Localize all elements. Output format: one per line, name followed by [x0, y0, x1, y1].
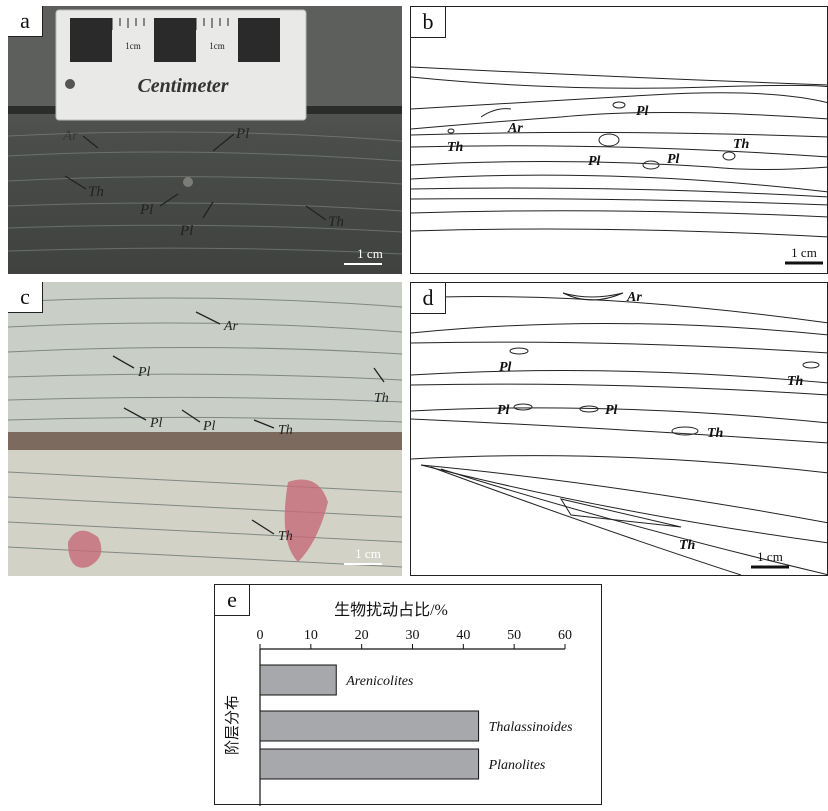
panel-a-image: 1cm 1cm Centimeter Ar Pl Th Pl Pl Th 1 c… [8, 6, 402, 274]
panel-b-th-label-2: Th [733, 137, 750, 152]
panel-b-pl-label-1: Pl [636, 104, 649, 119]
panel-c-image: Ar Pl Th Pl Pl Th Th 1 cm [8, 282, 402, 576]
panel-d-th-label-2: Th [707, 426, 724, 441]
panel-d-drawing: Ar Pl Th Pl Pl Th Th 1 cm d [410, 282, 828, 576]
panel-c-ar-label: Ar [223, 319, 239, 334]
panel-a-label: a [8, 6, 43, 37]
panel-a-pl-label-1: Pl [235, 126, 249, 142]
panel-c-label: c [8, 282, 43, 313]
ruler-title: Centimeter [137, 75, 228, 97]
chart-title: 生物扰动占比/% [334, 601, 448, 619]
panel-c-photo: Ar Pl Th Pl Pl Th Th 1 cm c [8, 282, 402, 576]
panel-b-scale: 1 cm [791, 245, 817, 260]
panel-c-th-label-3: Th [278, 529, 293, 544]
x-tick-label: 30 [406, 628, 420, 643]
x-tick-label: 0 [257, 628, 264, 643]
panel-e-label: e [215, 585, 250, 616]
panel-a-scale: 1 cm [357, 246, 383, 261]
panel-d-pl-label-2: Pl [497, 403, 510, 418]
panel-d-pl-label-1: Pl [499, 360, 512, 375]
x-tick-label: 60 [558, 628, 572, 643]
panel-b-pl-label-2: Pl [588, 154, 601, 169]
chart-y-axis-label: 阶层分布 [224, 695, 241, 755]
panel-c-pl-label-2: Pl [149, 416, 163, 431]
bar-category-label: Arenicolites [345, 674, 414, 689]
bar [259, 664, 337, 696]
bar [259, 748, 480, 780]
panel-c-th-label-2: Th [278, 423, 293, 438]
x-tick-label: 20 [355, 628, 369, 643]
x-tick-label: 40 [456, 628, 470, 643]
panel-b-pl-label-3: Pl [667, 152, 680, 167]
panel-b-th-label-1: Th [447, 140, 464, 155]
ruler-cm-label-2: 1cm [209, 41, 225, 51]
panel-d-th-label-1: Th [787, 374, 804, 389]
panel-d-trace: Ar Pl Th Pl Pl Th Th 1 cm [410, 290, 828, 576]
panel-d-label: d [411, 283, 446, 314]
panel-e-chart: 生物扰动占比/% 阶层分布 0 10 20 30 40 50 60 Arenicolites… [214, 584, 602, 806]
bar-category-label: Thalassinoides [489, 720, 574, 735]
x-tick-label: 50 [507, 628, 521, 643]
bar [259, 710, 480, 742]
panel-d-pl-label-3: Pl [605, 403, 618, 418]
panel-a-photo: 1cm 1cm Centimeter Ar Pl Th Pl Pl Th 1 c… [8, 6, 402, 274]
panel-d-th-label-3: Th [679, 538, 696, 553]
bar-category-label: Planolites [488, 758, 546, 773]
ruler-cm-label-1: 1cm [125, 41, 141, 51]
panel-b-drawing: Ar Pl Th Pl Pl Th 1 cm b [410, 6, 828, 274]
panel-c-th-label-1: Th [374, 391, 389, 406]
panel-c-pl-label-1: Pl [137, 365, 151, 380]
panel-a-ar-label: Ar [62, 128, 78, 144]
panel-c-pl-label-3: Pl [202, 419, 216, 434]
panel-a-pl-label-2: Pl [139, 202, 153, 218]
panel-b-label: b [411, 7, 446, 38]
panel-a-th-label-2: Th [328, 214, 344, 230]
panel-b-ar-label: Ar [507, 121, 523, 136]
panel-c-scale: 1 cm [355, 546, 381, 561]
panel-d-scale: 1 cm [757, 549, 783, 564]
bioturbation-bar-chart: 生物扰动占比/% 阶层分布 0 10 20 30 40 50 60 Arenicolites… [224, 601, 574, 806]
panel-a-th-label-1: Th [88, 184, 104, 200]
panel-b-trace: Ar Pl Th Pl Pl Th 1 cm [410, 66, 828, 265]
panel-d-ar-label: Ar [626, 290, 642, 305]
x-tick-label: 10 [304, 628, 318, 643]
panel-a-pl-label-3: Pl [179, 223, 193, 239]
ruler: 1cm 1cm Centimeter [55, 9, 307, 121]
